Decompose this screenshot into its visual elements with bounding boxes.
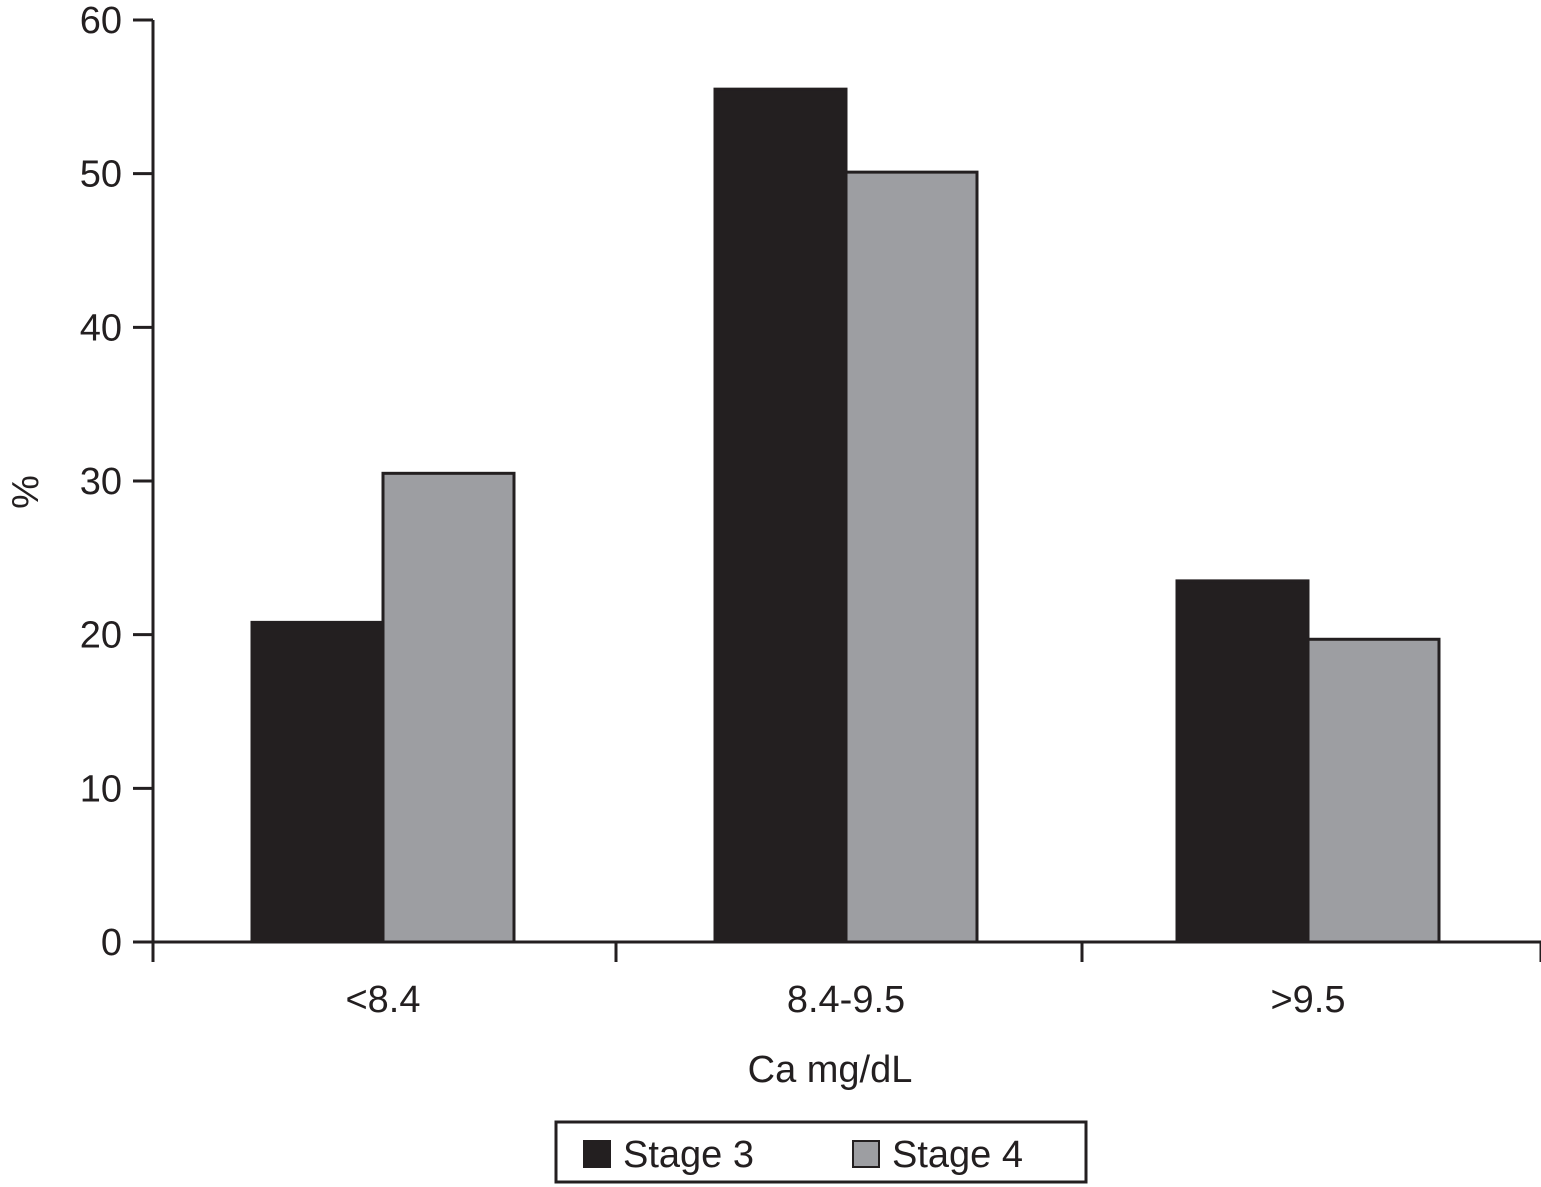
x-tick-label: <8.4 xyxy=(345,979,420,1021)
y-axis-label: % xyxy=(5,475,47,509)
bar-stage-3 xyxy=(1175,579,1310,944)
x-tick-label: 8.4-9.5 xyxy=(787,979,905,1021)
bar-stage-4 xyxy=(844,170,979,944)
y-tick-label: 10 xyxy=(80,768,122,810)
bars-group xyxy=(250,87,1441,944)
legend-box xyxy=(554,1120,1088,1184)
x-tick-label: >9.5 xyxy=(1270,979,1345,1021)
legend-swatch-stage-4 xyxy=(852,1140,880,1168)
bar-stage-4 xyxy=(381,471,516,944)
legend-label-stage-3: Stage 3 xyxy=(623,1134,754,1176)
legend-label-stage-4: Stage 4 xyxy=(892,1134,1023,1176)
x-axis-ticks: <8.4 8.4-9.5 >9.5 xyxy=(151,942,1541,1021)
y-tick-label: 50 xyxy=(80,154,122,196)
y-axis-ticks: 0 10 20 30 40 50 60 xyxy=(80,0,153,964)
x-axis-label: Ca mg/dL xyxy=(748,1049,913,1091)
y-tick-label: 40 xyxy=(80,307,122,349)
y-tick-label: 0 xyxy=(101,922,122,964)
legend-swatch-stage-3 xyxy=(583,1140,611,1168)
bar-stage-3 xyxy=(250,620,385,944)
legend: Stage 3 Stage 4 xyxy=(554,1120,1088,1184)
y-tick-label: 20 xyxy=(80,615,122,657)
bar-stage-3 xyxy=(713,87,848,944)
y-tick-label: 30 xyxy=(80,461,122,503)
y-tick-label: 60 xyxy=(80,0,122,42)
bar-stage-4 xyxy=(1306,637,1441,944)
